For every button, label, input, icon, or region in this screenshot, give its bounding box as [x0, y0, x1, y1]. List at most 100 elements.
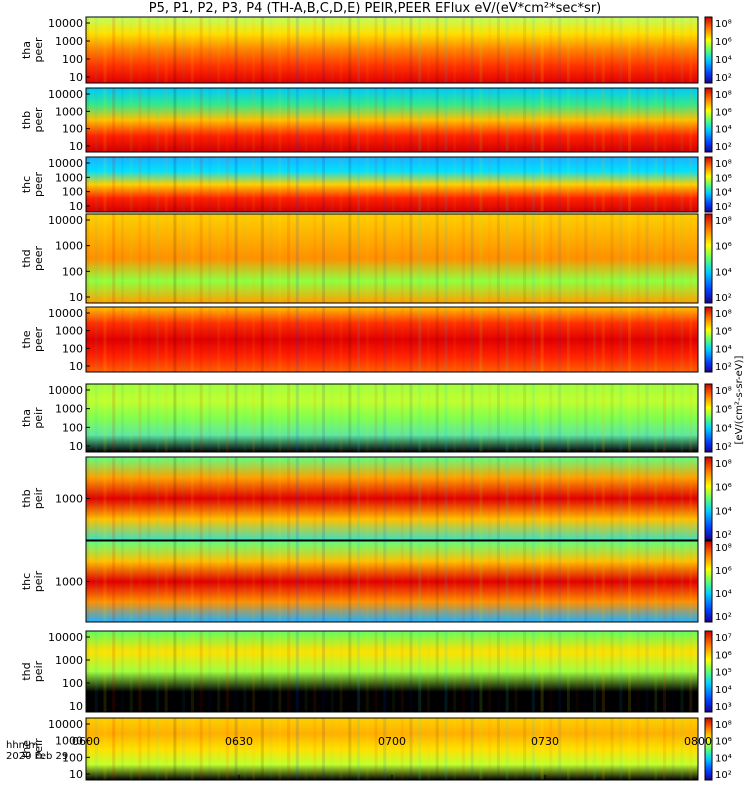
spectrogram-streak: [610, 631, 614, 712]
spectrogram-streak: [103, 384, 107, 452]
spectrogram-streak: [488, 17, 492, 83]
spectrogram-streak: [610, 17, 614, 83]
spectrogram-streak: [671, 457, 675, 540]
spectrogram-streak: [94, 214, 98, 303]
spectrogram-streak: [426, 631, 430, 712]
spectrogram-streak: [636, 88, 640, 152]
spectrogram-streak: [444, 631, 448, 712]
colorbar-tick-label: 10⁶: [715, 327, 732, 338]
spectrogram-streak: [663, 718, 667, 780]
spectrogram-streak: [505, 631, 509, 712]
spectrogram-streak: [374, 88, 378, 152]
spectrogram-streak: [392, 457, 395, 540]
spectrogram-streak: [680, 17, 684, 83]
spectrogram-streak: [409, 384, 413, 452]
spectrogram-streak: [689, 307, 693, 372]
spectrogram-streak: [164, 384, 168, 452]
spectrogram-streak: [182, 631, 186, 712]
spectrogram-streak: [357, 307, 361, 372]
spectrogram-streak: [295, 457, 299, 540]
spectrogram-streak: [610, 88, 614, 152]
spectrogram-streak: [628, 214, 632, 303]
spectrogram-streak: [514, 17, 518, 83]
colorbar: [704, 87, 713, 153]
spectrogram-streak: [435, 157, 439, 212]
spectrogram-streak: [129, 718, 133, 780]
spectrogram-streak: [531, 718, 535, 780]
spectrogram-streak: [636, 307, 640, 372]
spectrogram-streak: [505, 307, 509, 372]
spectrogram-streak: [330, 541, 334, 622]
colorbar: [704, 306, 713, 373]
spectrogram-streak: [689, 157, 693, 212]
spectrogram-streak: [645, 541, 649, 622]
spectrogram-streak: [496, 718, 500, 780]
spectrogram-streak: [217, 384, 221, 452]
ytick-label: 10: [69, 291, 83, 304]
spectrogram-streak: [680, 541, 684, 622]
spectrogram-streak: [365, 17, 369, 83]
spectrogram-streak: [409, 88, 413, 152]
spectrogram-streak: [523, 157, 527, 212]
spectrogram-streak: [540, 17, 544, 83]
spectrogram-streak: [575, 157, 579, 212]
spectrogram-streak: [418, 307, 422, 372]
spectrogram-streak: [225, 541, 229, 622]
spectrogram-streak: [147, 631, 151, 712]
spectrogram-streak: [505, 718, 509, 780]
spectrogram-streak: [138, 157, 142, 212]
spectrogram-streak: [86, 17, 89, 83]
spectrogram-streak: [138, 718, 142, 780]
spectrogram-streak: [217, 157, 221, 212]
ytick-label: 100: [62, 53, 83, 66]
spectrogram-streak: [601, 541, 605, 622]
spectrogram-streak: [392, 157, 395, 212]
spectrogram-streak: [453, 718, 457, 780]
panel-ylabel: thcpeer: [20, 172, 45, 198]
spectrogram-streak: [287, 157, 291, 212]
colorbar-tick-label: 10⁷: [715, 633, 732, 644]
spectrogram-streak: [566, 457, 570, 540]
spectrogram-streak: [479, 88, 483, 152]
spectrogram-streak: [444, 307, 448, 372]
spectrogram-streak: [86, 718, 89, 780]
spectrogram-streak: [514, 307, 518, 372]
spectrogram-streak: [190, 384, 194, 452]
spectrogram-streak: [225, 17, 229, 83]
spectrogram-streak: [426, 214, 430, 303]
spectrogram-streak: [182, 384, 186, 452]
colorbar-tick-label: 10⁴: [715, 267, 732, 278]
panel-ylabel-instrument: peer: [32, 172, 45, 198]
colorbar-tick-label: 10²: [715, 73, 732, 84]
colorbar-tick-label: 10⁴: [715, 589, 732, 600]
panel-ylabel: thepeer: [20, 327, 45, 353]
spectrogram-streak: [295, 384, 299, 452]
spectrogram-streak: [383, 457, 387, 540]
spectrogram-streak: [488, 631, 492, 712]
spectrogram-streak: [304, 631, 308, 712]
spectrogram-streak: [365, 384, 369, 452]
spectrogram-streak: [322, 17, 326, 83]
spectrogram-streak: [435, 384, 439, 452]
spectrogram-streak: [295, 718, 299, 780]
spectrogram-streak: [514, 384, 518, 452]
spectrogram-streak: [558, 214, 562, 303]
spectrogram-streak: [269, 157, 273, 212]
spectrogram-streak: [680, 457, 684, 540]
spectrogram-streak: [470, 88, 474, 152]
spectrogram-streak: [173, 214, 177, 303]
spectrogram-streak: [138, 631, 142, 712]
spectrogram-streak: [619, 214, 623, 303]
spectrogram-streak: [147, 307, 151, 372]
spectrogram-streak: [671, 17, 675, 83]
spectrogram-streak: [601, 17, 605, 83]
spectrogram-streak: [409, 307, 413, 372]
spectrogram-streak: [304, 157, 308, 212]
spectrogram-streak: [190, 541, 194, 622]
spectrogram-streak: [444, 88, 448, 152]
spectrogram-streak: [365, 307, 369, 372]
ytick-label: 10: [69, 200, 83, 213]
panel-ylabel-instrument: peir: [32, 487, 45, 509]
spectrogram-streak: [540, 384, 544, 452]
